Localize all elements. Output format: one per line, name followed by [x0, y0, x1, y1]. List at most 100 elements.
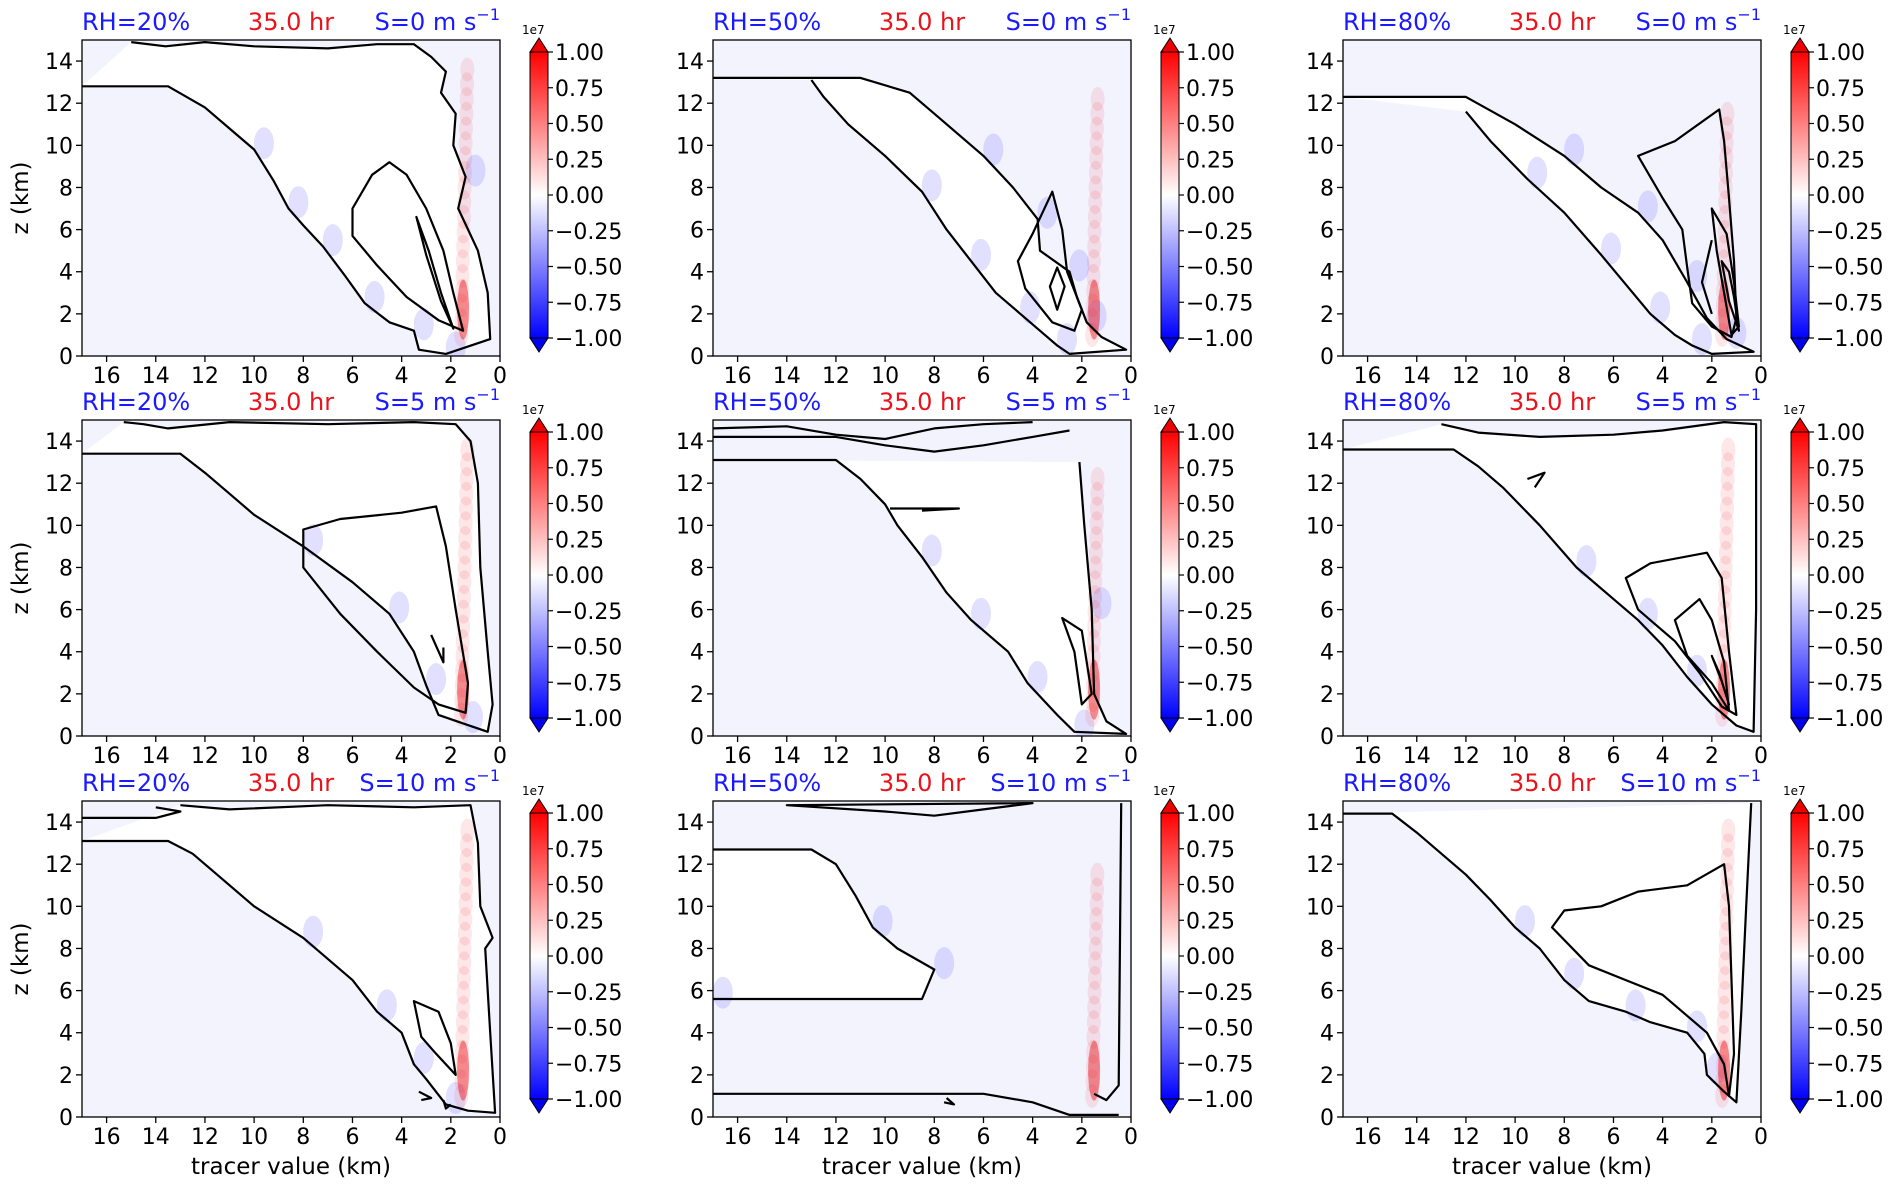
- panel-time-label: 35.0 hr: [248, 8, 334, 36]
- colorbar-tick-label: −0.25: [1816, 600, 1883, 625]
- contour-line: [415, 215, 455, 330]
- colorbar-extend-max: [1790, 798, 1810, 814]
- y-tick-label: 10: [1306, 514, 1334, 539]
- colorbar-extend-max: [1160, 798, 1180, 814]
- y-tick-label: 14: [676, 50, 704, 75]
- positive-shading: [458, 131, 473, 156]
- colorbar-scale-label: 1e7: [1153, 403, 1176, 417]
- x-tick-label: 14: [142, 364, 170, 389]
- colorbar-tick-label: 0.00: [1816, 564, 1865, 589]
- x-tick-label: 10: [240, 1125, 268, 1150]
- positive-shading: [460, 452, 475, 477]
- x-tick-label: 2: [1075, 744, 1089, 769]
- y-tick-label: 14: [45, 50, 73, 75]
- positive-shading: [1086, 1039, 1101, 1064]
- positive-shading: [460, 818, 475, 843]
- contour-line: [1624, 551, 1738, 716]
- positive-shading: [458, 892, 473, 917]
- contour-line: [1061, 616, 1093, 706]
- shear-exponent: −1: [1737, 5, 1761, 24]
- positive-shading: [1090, 862, 1105, 887]
- x-tick-label: 4: [1656, 364, 1670, 389]
- x-tick-label: 0: [493, 364, 507, 389]
- colorbar: 1e7 1.00 0.75 0.50 0.25 0.00 −0.25 −0.50 −0.75 −1…: [1153, 784, 1253, 1114]
- x-tick-label: 14: [142, 744, 170, 769]
- negative-shading: [983, 133, 1004, 166]
- core-shading: [457, 1040, 470, 1101]
- positive-shading: [457, 951, 472, 976]
- colorbar-tick-label: 0.50: [555, 874, 604, 899]
- positive-shading: [1089, 892, 1104, 917]
- contour-line: [82, 41, 492, 355]
- x-axis-label: tracer value (km): [822, 1154, 1022, 1180]
- positive-shading: [1089, 496, 1104, 521]
- positive-shading: [1085, 702, 1100, 727]
- x-tick-label: 4: [1026, 364, 1040, 389]
- positive-shading: [454, 1054, 469, 1079]
- y-axis-label: z (km): [8, 161, 34, 234]
- x-tick-label: 6: [976, 364, 990, 389]
- negative-shading: [1057, 323, 1078, 356]
- colorbar-tick-label: −0.25: [555, 981, 622, 1006]
- negative-shading: [1564, 957, 1585, 990]
- x-tick-label: 10: [240, 364, 268, 389]
- colorbar-tick-label: 0.25: [1816, 148, 1865, 173]
- positive-shading: [1087, 219, 1102, 244]
- panel-shear-label: S=0 m s−1: [1006, 5, 1131, 36]
- colorbar-tick-label: −1.00: [1816, 1088, 1883, 1113]
- positive-shading: [1089, 131, 1104, 156]
- x-tick-label: 4: [395, 744, 409, 769]
- colorbar-tick-label: 0.25: [1186, 909, 1235, 934]
- colorbar-tick-label: 0.25: [1186, 528, 1235, 553]
- y-tick-label: 14: [1306, 811, 1334, 836]
- contour-line: [713, 429, 1070, 453]
- colorbar-tick-label: 0.00: [555, 184, 604, 209]
- x-tick-label: 14: [1403, 1125, 1431, 1150]
- contour-line: [713, 421, 1033, 441]
- colorbar-tick-label: 0.25: [1816, 528, 1865, 553]
- x-tick-label: 0: [1124, 1125, 1138, 1150]
- positive-shading: [454, 673, 469, 698]
- negative-shading: [1650, 291, 1671, 324]
- cloud-region: [713, 77, 1127, 354]
- x-tick-label: 10: [1501, 1125, 1529, 1150]
- positive-shading: [1720, 101, 1735, 126]
- negative-shading: [1564, 133, 1585, 166]
- contour-line: [785, 802, 1034, 817]
- x-tick-label: 16: [724, 1125, 752, 1150]
- y-tick-label: 0: [690, 1106, 704, 1131]
- positive-shading: [1088, 190, 1103, 215]
- x-tick-label: 12: [191, 1125, 219, 1150]
- positive-shading: [458, 116, 473, 141]
- panel-rh-label: RH=50%: [713, 8, 821, 36]
- positive-shading: [457, 936, 472, 961]
- positive-shading: [1085, 1083, 1100, 1108]
- positive-shading: [459, 86, 474, 111]
- colorbar-extend-max: [1790, 417, 1810, 433]
- colorbar-tick-label: 1.00: [1186, 802, 1235, 827]
- x-tick-label: 0: [493, 1125, 507, 1150]
- y-tick-label: 14: [45, 811, 73, 836]
- positive-shading: [1718, 951, 1733, 976]
- colorbar-tick-label: −0.25: [555, 600, 622, 625]
- positive-shading: [459, 101, 474, 126]
- positive-shading: [1716, 1024, 1731, 1049]
- y-tick-label: 10: [676, 895, 704, 920]
- positive-shading: [1721, 437, 1736, 462]
- positive-shading: [458, 877, 473, 902]
- colorbar-tick-label: 1.00: [555, 421, 604, 446]
- panel-rh-label: RH=50%: [713, 769, 821, 797]
- y-axis-label: z (km): [8, 541, 34, 614]
- positive-shading: [1089, 906, 1104, 931]
- positive-shading: [458, 511, 473, 536]
- x-tick-label: 10: [871, 744, 899, 769]
- colorbar-extend-min: [1790, 717, 1810, 733]
- positive-shading: [1716, 1010, 1731, 1035]
- x-tick-label: 16: [93, 744, 121, 769]
- panel-time-label: 35.0 hr: [1509, 8, 1595, 36]
- colorbar-tick-label: 0.50: [1816, 113, 1865, 138]
- y-axis-label: z (km): [8, 922, 34, 995]
- colorbar-tick-label: 0.75: [1186, 838, 1235, 863]
- positive-shading: [1718, 936, 1733, 961]
- x-tick-label: 4: [395, 364, 409, 389]
